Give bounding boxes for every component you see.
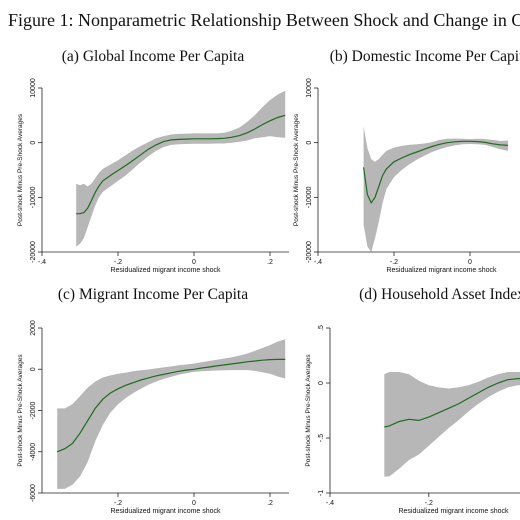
series-line bbox=[384, 378, 520, 428]
chart-panel-1: (a) Global Income Per Capita -.4 -.2 0 .2 -20… bbox=[17, 48, 289, 274]
y-tick-label: -2000 bbox=[30, 401, 37, 419]
x-tick-label: -.2 bbox=[390, 259, 398, 266]
y-tick-label: -10000 bbox=[30, 186, 37, 208]
y-tick-label: -1 bbox=[318, 490, 325, 496]
y-tick-label: -20000 bbox=[30, 241, 37, 263]
y-tick-label: -6000 bbox=[30, 484, 37, 502]
panel-title: (d) Household Asset Index bbox=[359, 286, 520, 303]
confidence-band bbox=[76, 90, 286, 247]
confidence-band bbox=[57, 339, 286, 489]
x-tick-label: 0 bbox=[468, 259, 472, 266]
x-tick-label: 0 bbox=[192, 500, 196, 507]
x-axis-label: Residualized migrant income shock bbox=[386, 267, 497, 274]
chart-panel-2: (b) Domestic Income Per Capita-.4-.20.2-… bbox=[293, 48, 520, 274]
chart-panel-3: (c) Migrant Income Per Capita -.2 0 .2 -6000… bbox=[17, 286, 289, 515]
panel-title: (b) Domestic Income Per Capita bbox=[330, 48, 520, 65]
y-axis-label: Post-shock Minus Pre-Shock Averages bbox=[293, 113, 300, 226]
x-tick-label: 0 bbox=[192, 259, 196, 266]
x-axis-label: Residualized migrant income shock bbox=[110, 508, 221, 515]
figure-title: Figure 1: Nonparametric Relationship Bet… bbox=[8, 10, 520, 30]
x-tick-label: .2 bbox=[267, 500, 273, 507]
x-tick-label: -.2 bbox=[425, 500, 433, 507]
y-tick-label: -10000 bbox=[306, 186, 313, 208]
x-tick-label: .2 bbox=[267, 259, 273, 266]
y-axis-label: Post-shock Minus Pre-Shock Averages bbox=[17, 113, 24, 226]
series-line bbox=[56, 358, 286, 453]
y-tick-label: -.5 bbox=[318, 434, 325, 442]
panel-title: (c) Migrant Income Per Capita bbox=[58, 286, 248, 303]
panel-title: (a) Global Income Per Capita bbox=[62, 48, 245, 65]
y-axis-label: Post-shock Minus Pre-Shock Averages bbox=[17, 354, 24, 467]
confidence-band bbox=[363, 126, 508, 252]
y-tick-label: 0 bbox=[30, 141, 37, 145]
chart-panel-4: (d) Household Asset Index-.4-.20-1-.50.5… bbox=[305, 286, 520, 515]
x-tick-label: -.4 bbox=[314, 259, 322, 266]
confidence-band bbox=[384, 372, 520, 477]
y-axis-label: Post-shock Minus Pre-Shock Averages bbox=[305, 354, 312, 467]
y-tick-label: -4000 bbox=[30, 443, 37, 461]
y-tick-label: 0 bbox=[30, 367, 37, 371]
x-axis-label: Residualized migrant income shock bbox=[398, 508, 509, 515]
y-tick-label: 10000 bbox=[306, 78, 313, 98]
x-tick-label: -.4 bbox=[38, 259, 46, 266]
y-tick-label: 2000 bbox=[30, 320, 37, 336]
series-line bbox=[363, 140, 509, 205]
x-tick-label: -.2 bbox=[114, 500, 122, 507]
y-tick-label: .5 bbox=[318, 325, 325, 331]
y-tick-label: 0 bbox=[306, 141, 313, 145]
y-tick-label: -20000 bbox=[306, 241, 313, 263]
x-tick-label: -.2 bbox=[114, 259, 122, 266]
series-line bbox=[76, 114, 286, 215]
x-tick-label: -.4 bbox=[326, 500, 334, 507]
y-tick-label: 10000 bbox=[30, 78, 37, 98]
x-axis-label: Residualized migrant income shock bbox=[110, 267, 221, 274]
y-tick-label: 0 bbox=[318, 381, 325, 385]
